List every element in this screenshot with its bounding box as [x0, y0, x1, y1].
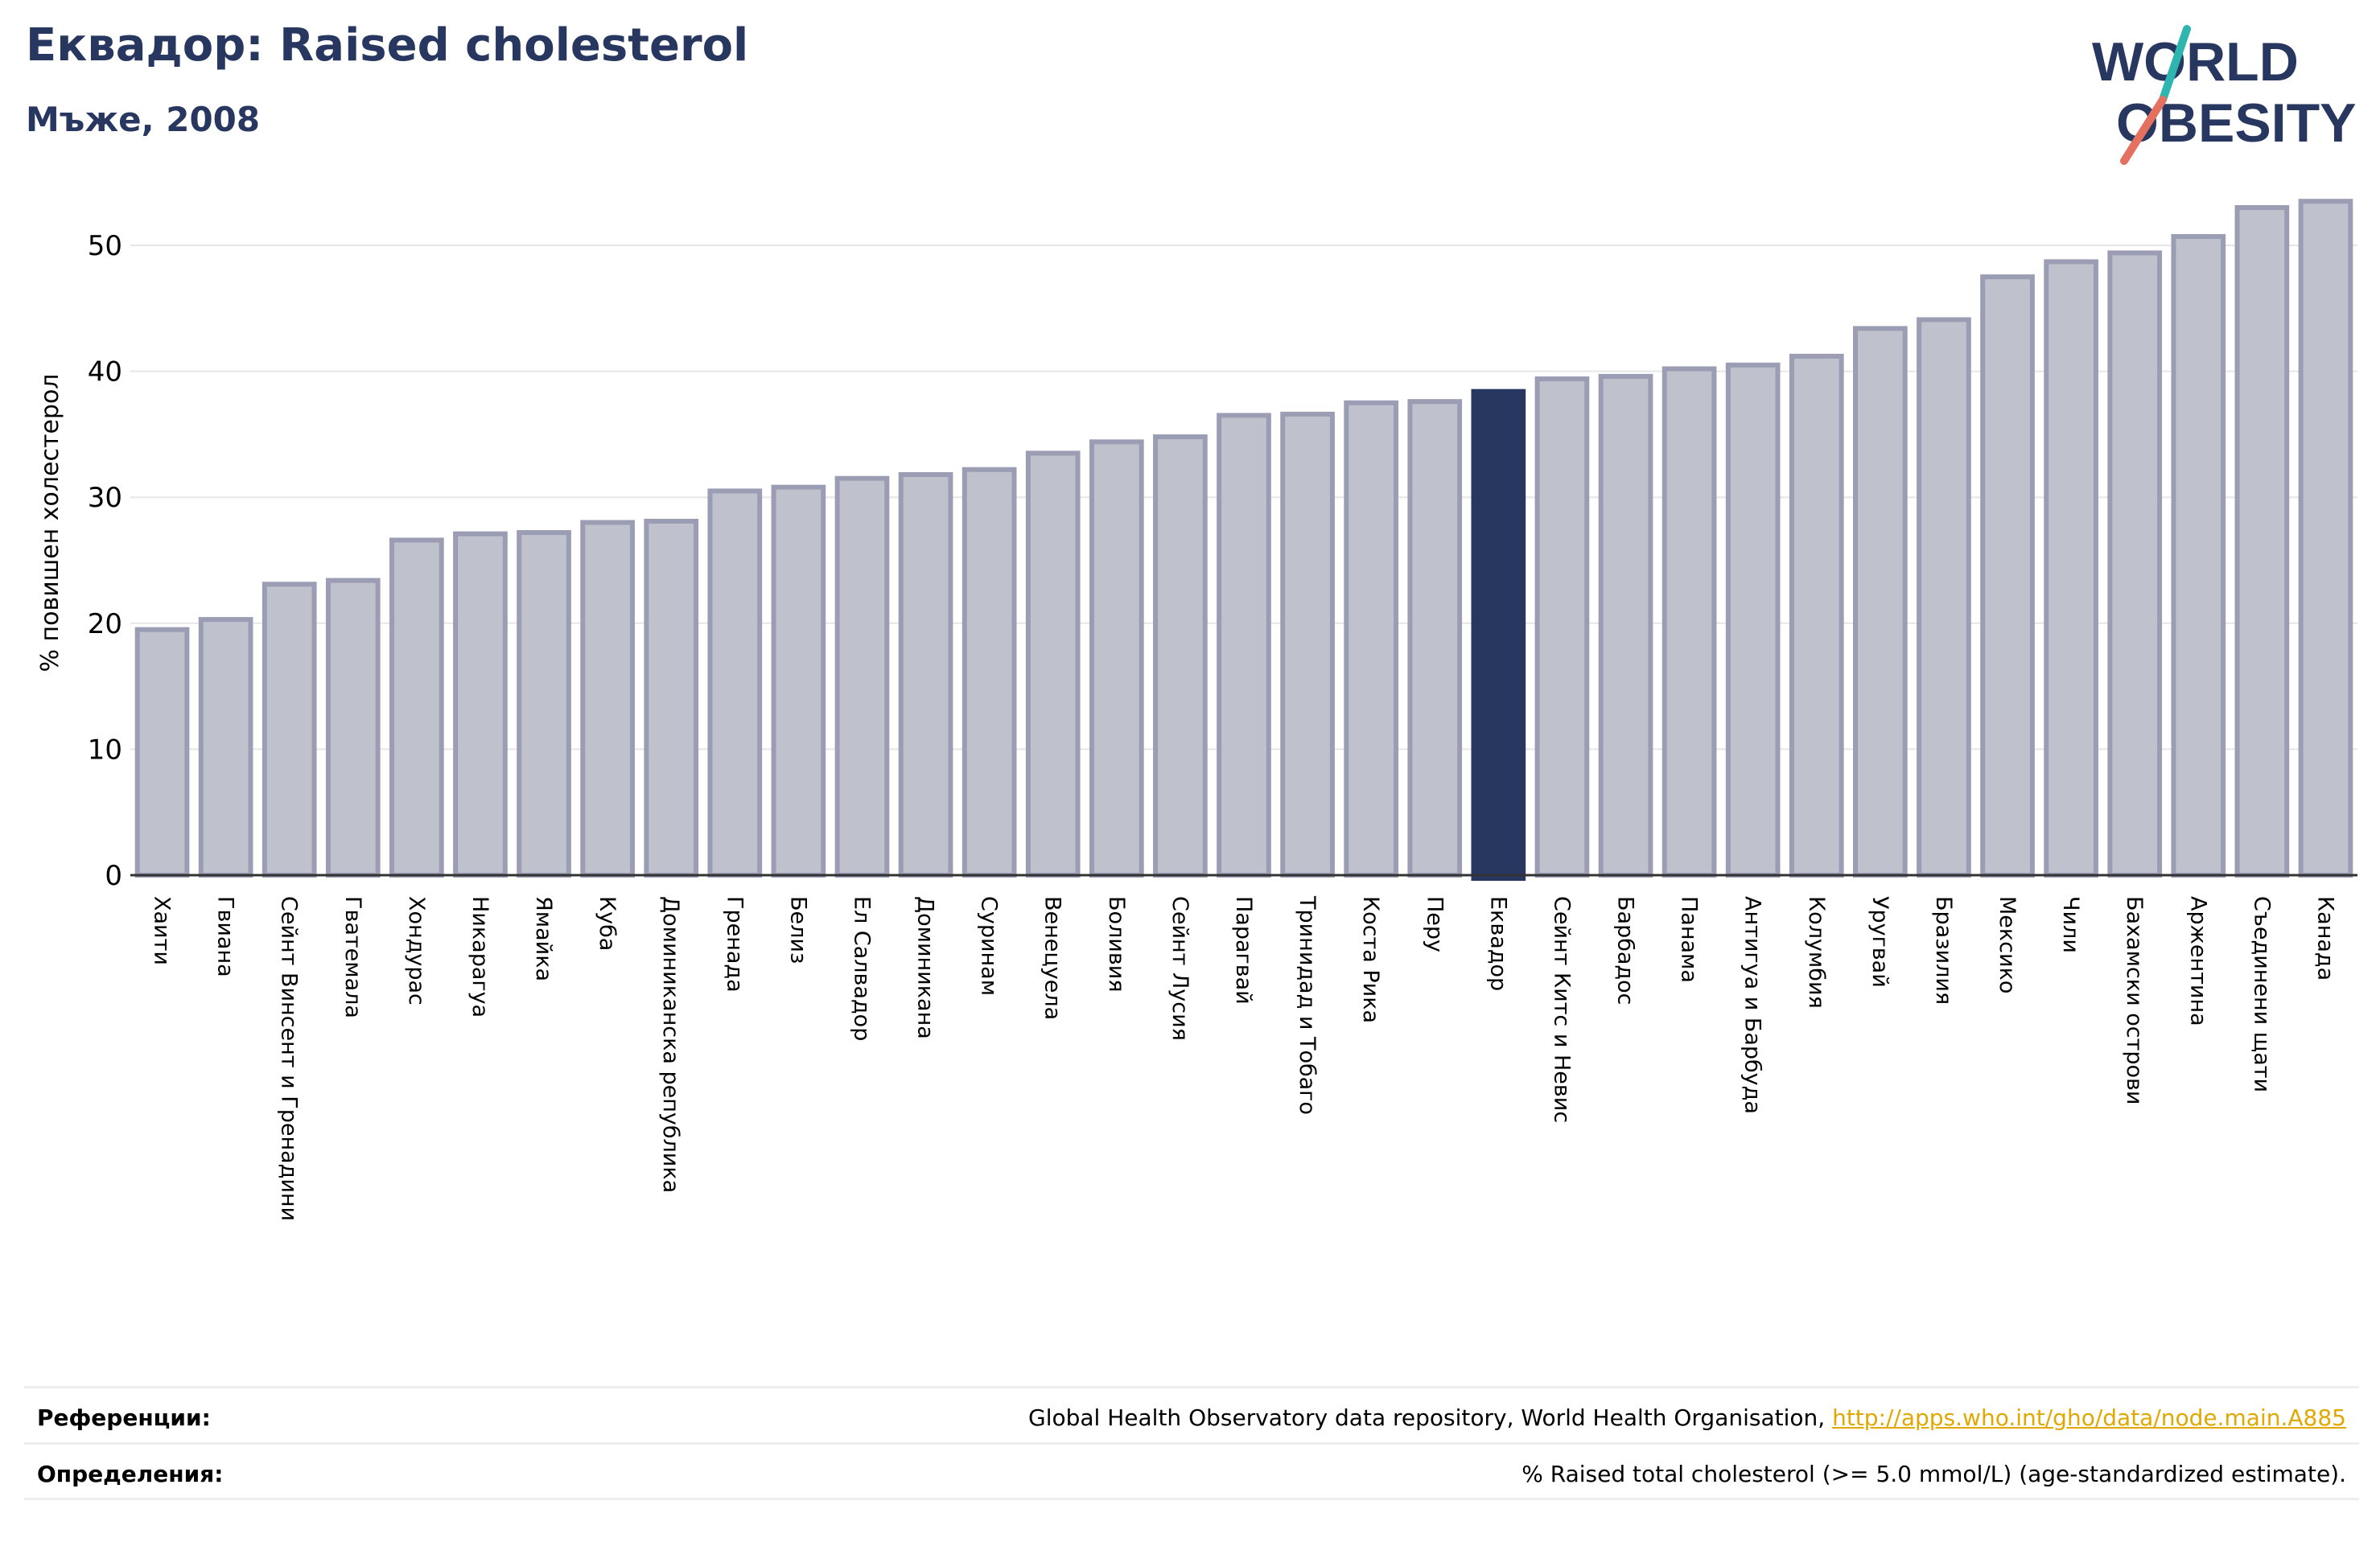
bar-17 [1153, 434, 1208, 878]
logo-slash-teal [2159, 25, 2191, 104]
bar-23 [1534, 376, 1590, 878]
y-tick-label: 0 [105, 860, 122, 892]
x-tick-label: Куба [595, 896, 620, 951]
x-tick-label: Съединени щати [2249, 896, 2274, 1092]
bar-10 [707, 488, 763, 878]
x-tick-label: Перу [1422, 896, 1447, 952]
x-tick-label: Колумбия [1804, 896, 1829, 1009]
references-text: Global Health Observatory data repositor… [1028, 1404, 1833, 1431]
x-tick-label: Тринидад и Тобаго [1295, 895, 1320, 1115]
bar-8 [580, 520, 635, 878]
x-tick-label: Панама [1677, 896, 1702, 983]
bar-layer [134, 199, 2353, 881]
references-link[interactable]: http://apps.who.int/gho/data/node.main.A… [1832, 1404, 2346, 1431]
x-tick-label: Никарагуа [467, 896, 492, 1018]
x-tick-label: Ел Салвадор [849, 896, 874, 1041]
bar-15 [1025, 450, 1081, 878]
bar-31 [2044, 259, 2098, 878]
x-tick-label: Гренада [722, 896, 747, 993]
bar-4 [325, 578, 381, 878]
x-tick-label: Ямайка [531, 896, 556, 981]
bar-14 [961, 467, 1017, 878]
bar-1 [134, 627, 190, 878]
x-tick-label: Парагвай [1231, 896, 1256, 1005]
x-tick-label: Сейнт Китс и Невис [1549, 896, 1574, 1123]
x-tick-label: Канада [2312, 896, 2337, 981]
bar-33 [2171, 234, 2226, 878]
y-tick-label: 50 [88, 230, 122, 262]
y-axis-label: % повишен холестерол [36, 374, 64, 672]
x-tick-label: Доминикана [913, 896, 938, 1039]
chart-subtitle: Мъже, 2008 [26, 100, 261, 139]
x-tick-label: Бразилия [1931, 896, 1956, 1005]
bar-9 [644, 518, 699, 878]
chart-title: Еквадор: Raised cholesterol [26, 19, 749, 72]
axis-layer: 0 10 20 30 40 50 Хаити Гвиана Сейнт Винсент и Гр… [88, 230, 2357, 1221]
x-tick-label: Бахамски острови [2122, 896, 2147, 1104]
y-tick-label: 10 [88, 734, 122, 766]
bar-22 [1471, 389, 1526, 881]
x-tick-label: Антигуа и Барбуда [1740, 896, 1765, 1114]
logo-line-2: OBESITY [2116, 93, 2357, 154]
bar-25 [1661, 366, 1717, 878]
bar-32 [2107, 250, 2163, 878]
bar-5 [389, 537, 444, 878]
y-tick-label: 40 [88, 356, 122, 389]
bar-19 [1280, 411, 1335, 878]
x-tick-label: Гвиана [213, 896, 238, 977]
y-tick-label: 30 [88, 482, 122, 514]
footer-divider [24, 1498, 2359, 1500]
definitions-row: Определения: % Raised total cholesterol … [24, 1442, 2359, 1501]
x-tick-label: Чили [2058, 896, 2083, 953]
definitions-value: % Raised total cholesterol (>= 5.0 mmol/… [1521, 1461, 2346, 1487]
x-tick-label: Коста Рика [1358, 896, 1383, 1023]
x-tick-label: Белиз [785, 896, 810, 964]
bar-30 [1980, 274, 2035, 878]
bar-35 [2298, 199, 2353, 878]
bar-7 [517, 530, 571, 878]
references-row: Референции: Global Health Observatory da… [24, 1386, 2359, 1445]
x-tick-label: Барбадос [1613, 896, 1638, 1005]
references-value: Global Health Observatory data repositor… [1028, 1404, 2346, 1431]
definitions-label: Определения: [37, 1461, 224, 1487]
bar-2 [198, 617, 253, 878]
x-tick-label: Хондурас [404, 896, 429, 1005]
x-tick-label: Мексико [1995, 896, 2020, 993]
x-tick-label: Суринам [977, 896, 1002, 996]
x-tick-label: Уругвай [1867, 896, 1892, 988]
x-tick-label: Еквадор [1485, 896, 1510, 991]
bar-6 [453, 531, 508, 878]
references-label: Референции: [37, 1404, 211, 1431]
x-tick-label: Аржентина [2185, 896, 2210, 1026]
bar-chart: 0 10 20 30 40 50 Хаити Гвиана Сейнт Винсент и Гр… [36, 199, 2357, 1221]
bar-26 [1725, 362, 1781, 878]
bar-13 [898, 472, 953, 878]
bar-29 [1917, 317, 1971, 878]
x-tick-label: Доминиканска република [658, 896, 683, 1193]
logo-line-1: WORLD [2092, 31, 2299, 93]
x-tick-label: Боливия [1104, 896, 1129, 993]
bar-3 [261, 582, 317, 878]
bar-11 [771, 484, 826, 878]
bar-34 [2234, 205, 2290, 878]
bar-21 [1407, 399, 1463, 878]
y-tick-label: 20 [88, 608, 122, 640]
bar-27 [1789, 353, 1844, 878]
x-tick-label: Венецуела [1040, 896, 1065, 1020]
x-tick-label: Сейнт Лусия [1167, 896, 1192, 1041]
logo-slash-coral [2120, 96, 2167, 165]
bar-20 [1344, 400, 1399, 878]
x-tick-label: Гватемала [340, 896, 365, 1018]
bar-24 [1598, 373, 1653, 878]
x-tick-label: Сейнт Винсент и Гренадини [277, 896, 302, 1221]
bar-18 [1217, 413, 1271, 878]
bar-12 [834, 475, 890, 878]
x-tick-label: Хаити [150, 896, 175, 965]
bar-28 [1853, 326, 1908, 878]
world-obesity-logo: WORLD OBESITY [2092, 25, 2357, 165]
bar-16 [1089, 439, 1144, 878]
